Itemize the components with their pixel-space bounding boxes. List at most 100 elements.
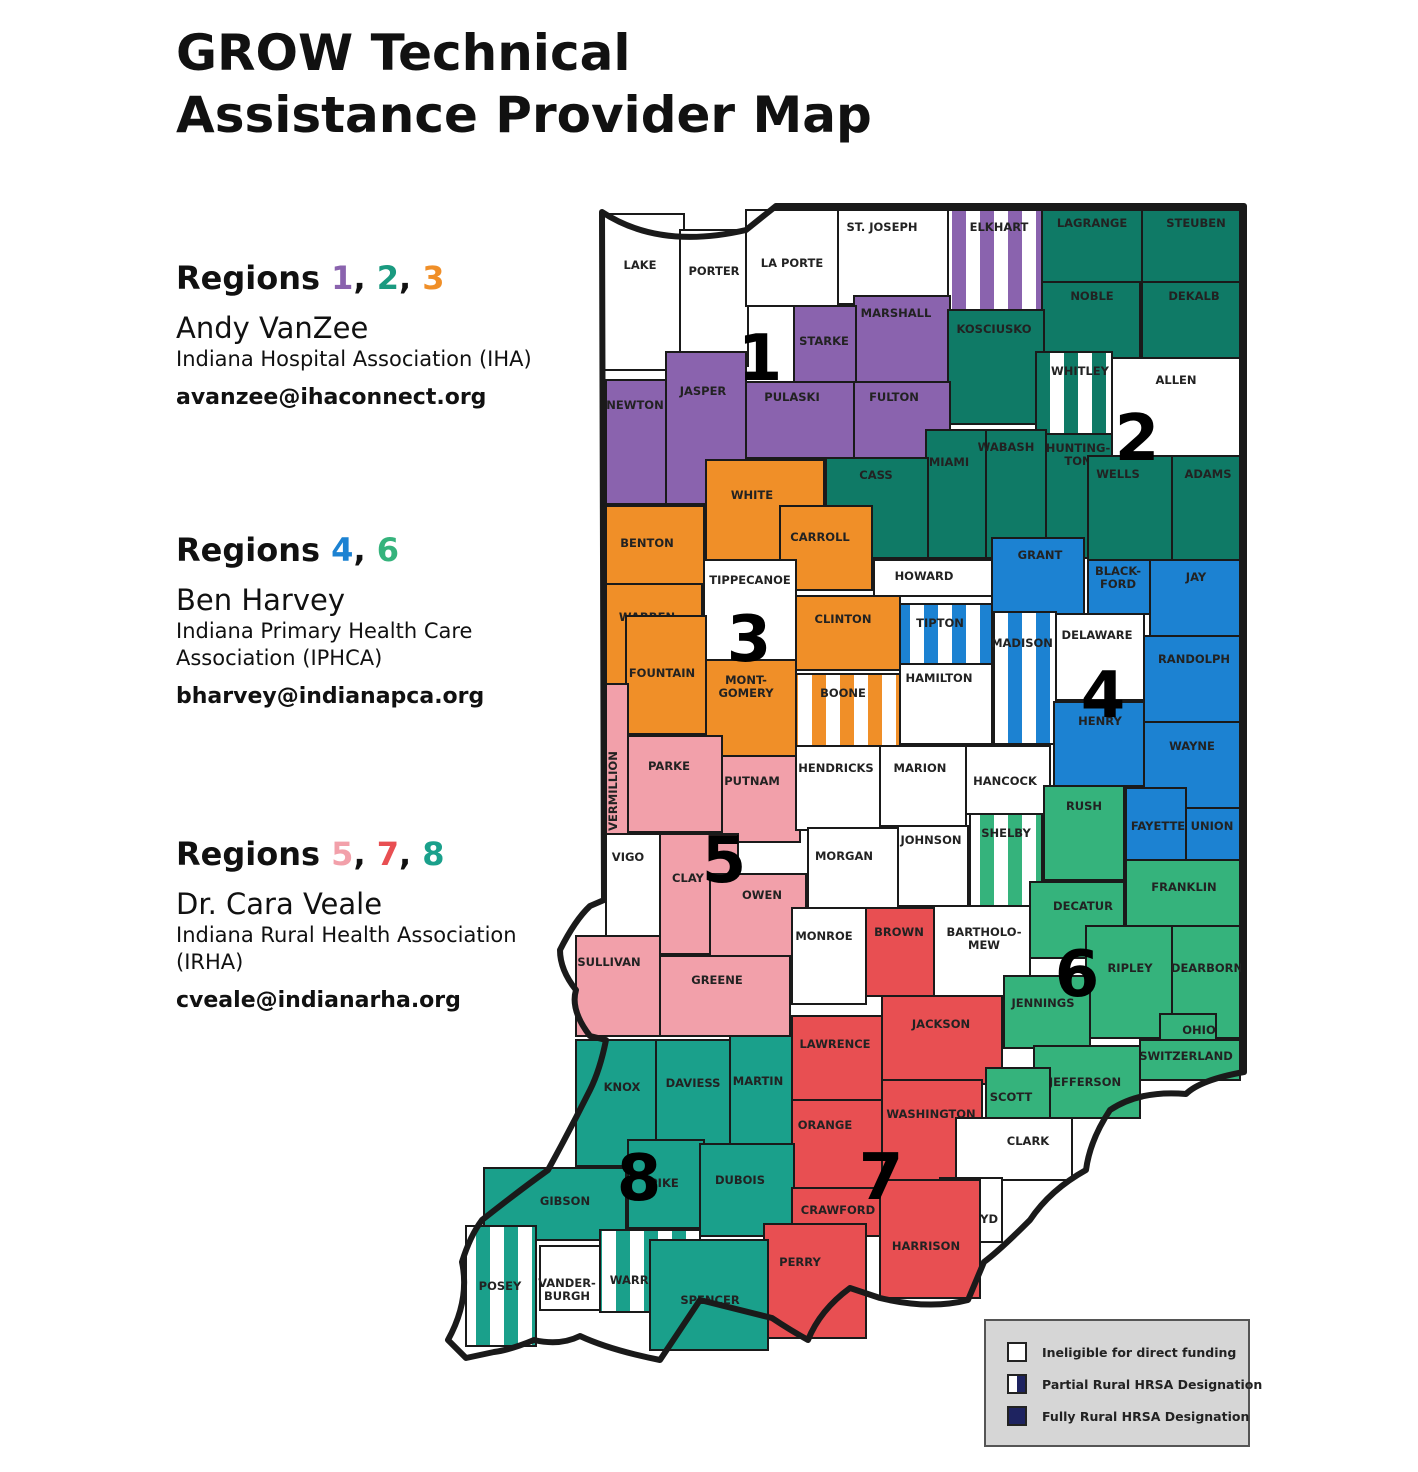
county-label-benton: BENTON [620, 536, 674, 550]
county-kosciusko [947, 309, 1045, 425]
county-label-boone: BOONE [820, 686, 866, 700]
county-rush [1043, 785, 1125, 881]
county-label-miami: MIAMI [929, 455, 969, 469]
county-label-wells: WELLS [1096, 467, 1139, 481]
county-delaware [1055, 613, 1145, 701]
county-hamilton [899, 663, 993, 745]
region-number-7: 7 [859, 1141, 904, 1215]
county-label-monroe: MONROE [795, 929, 852, 943]
provider-email[interactable]: avanzee@ihaconnect.org [176, 385, 487, 410]
county-label-pike: PIKE [649, 1176, 679, 1190]
county-label-martin: MARTIN [733, 1074, 783, 1088]
county-label-carroll: CARROLL [790, 530, 850, 544]
county-steuben [1141, 209, 1241, 283]
county-franklin [1125, 859, 1241, 927]
county-label-harrison: HARRISON [892, 1239, 960, 1253]
state-outline [445, 203, 1247, 1363]
provider-email[interactable]: cveale@indianarha.org [176, 988, 461, 1013]
county-perry [763, 1223, 867, 1339]
county-label-st-joseph: ST. JOSEPH [847, 220, 918, 234]
provider-block-3: Regions 5, 7, 8 Dr. Cara Veale Indiana R… [176, 834, 576, 1016]
county-st-joseph [837, 209, 949, 305]
county-shelby [969, 813, 1043, 907]
county-lake [603, 213, 685, 371]
county-label-pulaski: PULASKI [764, 390, 819, 404]
provider-org: Association (IPHCA) [176, 646, 383, 670]
county-label-clark: CLARK [1007, 1134, 1051, 1148]
county-label-johnson: JOHNSON [900, 833, 962, 847]
county-label-hendricks: HENDRICKS [798, 761, 873, 775]
county-label-starke: STARKE [799, 334, 849, 348]
county-black [1087, 559, 1151, 615]
county-label-ripley: RIPLEY [1107, 961, 1153, 975]
region-num: 6 [376, 531, 399, 569]
county-jay [1149, 559, 1241, 637]
county-label-vigo: VIGO [612, 850, 645, 864]
county-label-perry: PERRY [779, 1255, 821, 1269]
county-label-jackson: JACKSON [911, 1017, 970, 1031]
county-orange [791, 1099, 883, 1193]
region-number-1: 1 [738, 322, 783, 396]
county-la-porte [745, 209, 851, 307]
county-label-allen: ALLEN [1155, 373, 1196, 387]
county-whitley [1035, 351, 1113, 437]
county-label-rush: RUSH [1066, 799, 1102, 813]
county-morgan [807, 827, 899, 909]
county-label-jasper: JASPER [679, 384, 727, 398]
provider-heading: Regions 4, 6 [176, 531, 399, 569]
county-lawrence [791, 1015, 883, 1103]
county-label-black: BLACK- [1095, 564, 1141, 578]
provider-email[interactable]: bharvey@indianapca.org [176, 684, 485, 709]
county-label-henry: HENRY [1078, 714, 1122, 728]
provider-name: Dr. Cara Veale [176, 887, 383, 921]
region-number-layer: 1 2 3 4 5 6 7 8 [617, 322, 1160, 1216]
county-label-steuben: STEUBEN [1166, 216, 1226, 230]
county-boone [795, 673, 901, 747]
provider-org: (IRHA) [176, 950, 244, 974]
county-jennings [1003, 975, 1091, 1049]
county-label-scott: SCOTT [990, 1090, 1033, 1104]
county-label-shelby: SHELBY [981, 826, 1031, 840]
county-martin [729, 1035, 793, 1153]
provider-org: Indiana Hospital Association (IHA) [176, 347, 532, 371]
county-marion [879, 745, 967, 827]
county-spencer [649, 1239, 769, 1351]
county-label-marion: MARION [894, 761, 947, 775]
provider-org: Indiana Rural Health Association [176, 923, 517, 947]
county-label-knox: KNOX [604, 1080, 641, 1094]
county-label-franklin: FRANKLIN [1151, 880, 1216, 894]
provider-heading: Regions 5, 7, 8 [176, 835, 445, 873]
county-label-newton: NEWTON [606, 398, 663, 412]
county-label-noble: NOBLE [1070, 289, 1113, 303]
county-label-cass: CASS [859, 468, 892, 482]
county-brown [865, 907, 935, 997]
county-label-greene: GREENE [691, 973, 743, 987]
county-label-parke: PARKE [648, 759, 690, 773]
provider-block-2: Regions 4, 6 Ben Harvey Indiana Primary … [176, 530, 576, 712]
county-label-hunting-line2: TON [1064, 454, 1091, 468]
region-number-3: 3 [727, 603, 772, 677]
county-label-wayne: WAYNE [1169, 739, 1215, 753]
county-label-jay: JAY [1185, 570, 1207, 584]
county-label-hamilton: HAMILTON [906, 671, 973, 685]
county-label-clay: CLAY [672, 871, 705, 885]
legend-swatch-full [1007, 1406, 1027, 1426]
county-label-grant: GRANT [1018, 548, 1063, 562]
county-greene [659, 955, 791, 1037]
heading-prefix: Regions [176, 531, 332, 569]
county-label-howard: HOWARD [895, 569, 954, 583]
county-label-posey: POSEY [479, 1279, 522, 1293]
county-posey [465, 1225, 537, 1347]
region-num: 3 [422, 259, 445, 297]
county-label-putnam: PUTNAM [724, 774, 780, 788]
county-porter [679, 229, 749, 367]
county-label-tipton: TIPTON [916, 616, 964, 630]
county-starke [793, 305, 857, 383]
legend-swatch-ineligible [1007, 1342, 1027, 1362]
county-label-owen: OWEN [742, 888, 782, 902]
county-label-ohio: OHIO [1182, 1023, 1216, 1037]
county-label-fountain: FOUNTAIN [629, 666, 695, 680]
region-num: 1 [331, 259, 354, 297]
county-label-whitley: WHITLEY [1051, 364, 1110, 378]
county-wabash [985, 429, 1047, 559]
